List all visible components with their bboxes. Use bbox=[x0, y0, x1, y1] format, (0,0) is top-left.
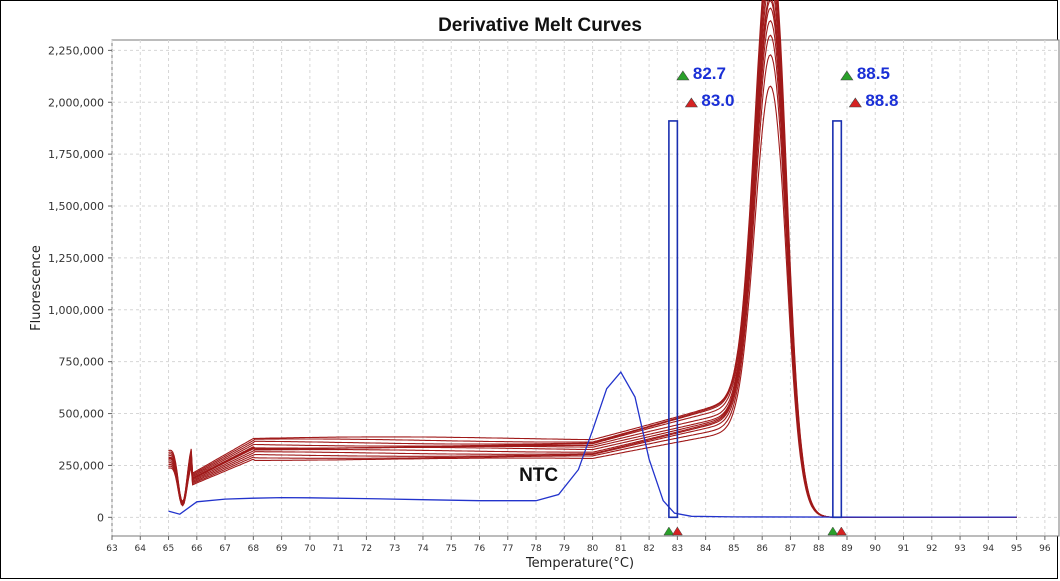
marker-flag-icon[interactable] bbox=[848, 97, 862, 108]
y-tick-label: 2,250,000 bbox=[48, 44, 104, 57]
x-tick-label: 67 bbox=[219, 544, 230, 554]
y-axis-label: Fluorescence bbox=[29, 245, 44, 331]
x-tick-label: 92 bbox=[926, 544, 937, 554]
marker-axis-handle-icon[interactable] bbox=[827, 526, 839, 536]
x-tick-label: 76 bbox=[474, 544, 486, 554]
marker-axis-handle-icon[interactable] bbox=[835, 526, 847, 536]
x-tick-label: 79 bbox=[559, 544, 571, 554]
x-tick-label: 96 bbox=[1039, 544, 1051, 554]
x-tick-label: 91 bbox=[898, 544, 909, 554]
chart-title: Derivative Melt Curves bbox=[438, 15, 642, 36]
marker-temp-label: 82.7 bbox=[693, 64, 726, 83]
melt-region-box bbox=[832, 120, 843, 519]
x-tick-label: 78 bbox=[530, 544, 542, 554]
x-tick-label: 75 bbox=[445, 544, 456, 554]
x-tick-label: 81 bbox=[615, 544, 626, 554]
marker-temp-label: 88.8 bbox=[865, 91, 898, 110]
x-tick-label: 63 bbox=[106, 544, 117, 554]
y-tick-label: 500,000 bbox=[59, 408, 105, 421]
melt-region-box bbox=[668, 120, 679, 519]
series-group bbox=[168, 0, 1017, 518]
marker-flag-icon[interactable] bbox=[684, 97, 698, 108]
marker-axis-handle-icon[interactable] bbox=[663, 526, 675, 536]
marker-temp-label: 88.5 bbox=[857, 64, 890, 83]
x-tick-label: 95 bbox=[1011, 544, 1022, 554]
x-tick-label: 72 bbox=[361, 544, 372, 554]
x-tick-label: 71 bbox=[332, 544, 343, 554]
x-tick-label: 84 bbox=[700, 544, 712, 554]
y-tick-label: 250,000 bbox=[59, 459, 105, 472]
marker-flag-icon[interactable] bbox=[840, 70, 854, 81]
y-axis-ticks: 0 250,000 500,000 750,000 1,000,000 1,250,000… bbox=[48, 44, 112, 524]
x-tick-label: 88 bbox=[813, 544, 825, 554]
x-tick-label: 77 bbox=[502, 544, 513, 554]
y-tick-label: 1,750,000 bbox=[48, 148, 104, 161]
x-tick-label: 64 bbox=[135, 544, 147, 554]
y-tick-label: 2,000,000 bbox=[48, 96, 104, 109]
x-tick-label: 74 bbox=[417, 544, 429, 554]
y-tick-label: 1,500,000 bbox=[48, 200, 104, 213]
y-tick-label: 1,000,000 bbox=[48, 304, 104, 317]
marker-flag-icon[interactable] bbox=[676, 70, 690, 81]
x-tick-label: 85 bbox=[728, 544, 739, 554]
y-tick-label: 750,000 bbox=[59, 356, 105, 369]
marker-axis-handle-icon[interactable] bbox=[671, 526, 683, 536]
x-tick-label: 69 bbox=[276, 544, 288, 554]
x-tick-label: 73 bbox=[389, 544, 400, 554]
plot-area bbox=[111, 39, 1060, 537]
region-group bbox=[668, 120, 843, 519]
x-tick-label: 87 bbox=[785, 544, 796, 554]
x-tick-label: 66 bbox=[191, 544, 203, 554]
x-axis-label: Temperature(°C) bbox=[525, 556, 634, 571]
x-tick-label: 68 bbox=[248, 544, 260, 554]
x-tick-label: 70 bbox=[304, 544, 316, 554]
x-tick-label: 90 bbox=[870, 544, 882, 554]
x-tick-label: 82 bbox=[643, 544, 654, 554]
y-tick-label: 1,250,000 bbox=[48, 252, 104, 265]
x-tick-label: 83 bbox=[672, 544, 683, 554]
marker-temp-label: 83.0 bbox=[701, 91, 734, 110]
marker-group: 82.7 83.0 88.5 88.8 bbox=[663, 64, 898, 536]
x-tick-label: 80 bbox=[587, 544, 599, 554]
x-tick-label: 65 bbox=[163, 544, 174, 554]
y-tick-label: 0 bbox=[97, 511, 104, 524]
x-axis-ticks: 63 64 65 66 67 68 69 70 71 72 73 74 75 76 77 78 79 80 81 82… bbox=[106, 536, 1051, 554]
x-tick-label: 86 bbox=[756, 544, 768, 554]
ntc-annotation: NTC bbox=[519, 465, 558, 486]
x-tick-label: 93 bbox=[954, 544, 965, 554]
x-tick-label: 89 bbox=[841, 544, 853, 554]
x-tick-label: 94 bbox=[983, 544, 995, 554]
